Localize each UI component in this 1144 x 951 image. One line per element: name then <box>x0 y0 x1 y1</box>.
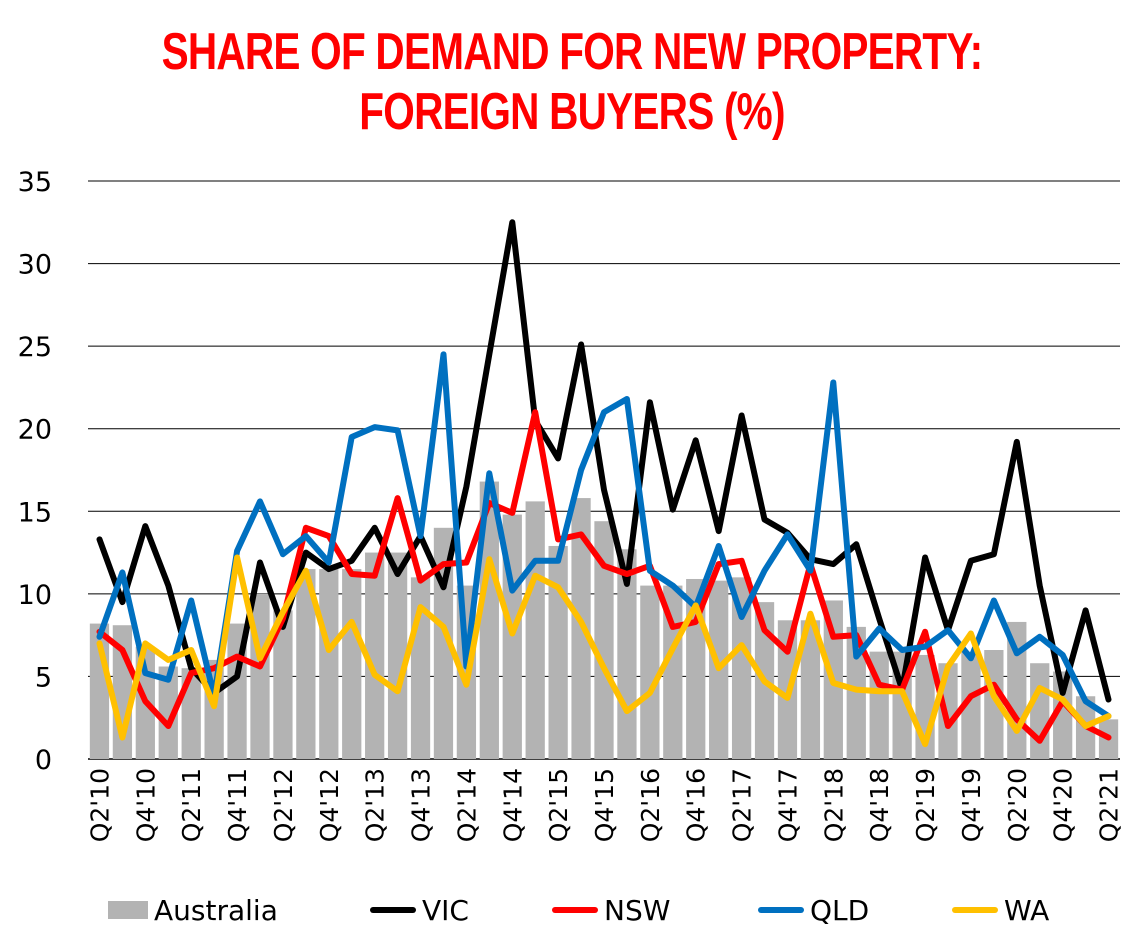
x-tick-label: Q2'15 <box>544 768 573 842</box>
bar-australia <box>938 663 958 759</box>
bar-australia <box>479 481 499 759</box>
x-tick-label: Q4'19 <box>957 768 986 842</box>
x-tick-label: Q2'16 <box>636 768 665 842</box>
x-tick-label: Q4'10 <box>131 768 160 842</box>
bar-australia <box>731 577 752 759</box>
bar-australia <box>319 569 339 759</box>
australia-bars <box>89 481 1119 759</box>
y-tick-label: 5 <box>35 662 52 693</box>
x-tick-label: Q4'20 <box>1049 768 1078 842</box>
chart-title-line-1: SHARE OF DEMAND FOR NEW PROPERTY: <box>161 23 984 81</box>
series-lines <box>96 219 1112 748</box>
bar-australia <box>1053 671 1073 759</box>
x-tick-label: Q4'13 <box>407 768 436 842</box>
legend-label-australia: Australia <box>154 893 278 927</box>
legend-item-nsw: NSW <box>552 890 670 930</box>
x-tick-label: Q2'12 <box>269 768 298 842</box>
chart-title: SHARE OF DEMAND FOR NEW PROPERTY: FOREIG… <box>126 22 1018 142</box>
bar-australia <box>365 552 385 759</box>
bar-australia <box>594 521 614 759</box>
legend-swatch-wa <box>952 907 998 913</box>
x-tick-label: Q2'17 <box>728 768 757 842</box>
y-tick-label: 35 <box>18 167 52 198</box>
legend-label-wa: WA <box>1004 893 1050 927</box>
x-tick-label: Q4'14 <box>498 768 527 842</box>
x-tick-label: Q4'18 <box>865 768 894 842</box>
x-tick-label: Q4'11 <box>223 768 252 842</box>
y-tick-label: 10 <box>18 580 52 611</box>
line-qld <box>96 351 1112 720</box>
bar-australia <box>525 501 545 759</box>
bar-australia <box>961 651 981 759</box>
legend-swatch-australia <box>108 901 148 919</box>
legend-item-qld: QLD <box>758 890 869 930</box>
y-tick-label: 15 <box>18 497 52 528</box>
y-tick-label: 30 <box>18 250 52 281</box>
bar-australia <box>663 585 683 759</box>
line-wa <box>96 554 1112 748</box>
legend-swatch-vic <box>370 907 416 913</box>
legend-item-wa: WA <box>952 890 1049 930</box>
legend-label-nsw: NSW <box>604 893 671 927</box>
legend-label-qld: QLD <box>810 893 870 927</box>
x-tick-label: Q2'20 <box>1003 768 1032 842</box>
x-tick-label: Q4'15 <box>590 768 619 842</box>
x-tick-label: Q4'12 <box>315 768 344 842</box>
bar-australia <box>296 569 316 759</box>
bar-australia <box>433 527 454 759</box>
x-tick-label: Q2'21 <box>1095 768 1124 842</box>
y-tick-label: 25 <box>18 332 52 363</box>
legend-label-vic: VIC <box>422 893 469 927</box>
legend: Australia VIC NSW QLD WA <box>0 890 1144 930</box>
bar-australia <box>273 610 293 759</box>
x-tick-label: Q4'17 <box>773 768 802 842</box>
bar-australia <box>158 666 178 759</box>
legend-swatch-qld <box>758 907 804 913</box>
bar-australia <box>548 545 568 759</box>
bar-australia <box>640 585 660 759</box>
x-tick-label: Q2'13 <box>361 768 390 842</box>
bar-australia <box>342 569 362 759</box>
x-tick-label: Q4'16 <box>682 768 711 842</box>
legend-item-australia: Australia <box>108 890 278 930</box>
x-tick-label: Q2'14 <box>452 768 481 842</box>
x-axis-ticks: Q2'10 Q4'10 Q2'11 Q4'11 Q2'12 Q4'12 Q2'13 Q4'13… <box>85 768 1123 842</box>
x-tick-label: Q2'19 <box>911 768 940 842</box>
line-vic <box>96 219 1112 703</box>
x-tick-label: Q2'11 <box>177 768 206 842</box>
x-tick-label: Q2'10 <box>85 768 114 842</box>
chart-title-line-2: FOREIGN BUYERS (%) <box>359 83 785 141</box>
legend-swatch-nsw <box>552 907 598 913</box>
bar-australia <box>846 626 866 759</box>
x-tick-label: Q2'18 <box>819 768 848 842</box>
legend-item-vic: VIC <box>370 890 469 930</box>
bar-australia <box>387 552 408 759</box>
y-axis-ticks: 0 5 10 15 20 25 30 35 <box>18 167 52 776</box>
bar-australia <box>800 620 821 759</box>
bar-australia <box>1030 663 1050 759</box>
y-tick-label: 20 <box>18 415 52 446</box>
y-tick-label: 0 <box>35 745 52 776</box>
